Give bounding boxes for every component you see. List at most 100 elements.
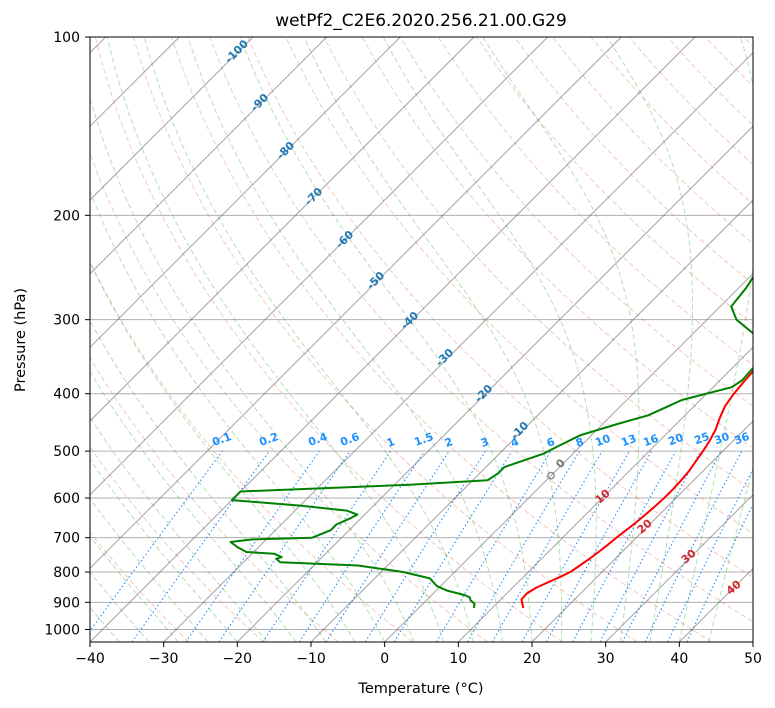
x-tick-label: 40 (670, 651, 688, 667)
y-tick-label: 500 (53, 444, 80, 460)
dry-adiabat-line (247, 37, 753, 578)
isotherm-line (90, 37, 622, 570)
moist-adiabat-line (382, 37, 597, 642)
isotherm-line (384, 272, 753, 642)
mixing-ratio-label: 36 (732, 430, 751, 448)
moist-adiabat-line (239, 37, 533, 642)
x-tick-label: −40 (75, 651, 105, 667)
y-axis-ticks: 100 200 300 400 500 600 700 800 900 1000 (44, 30, 90, 638)
y-tick-label: 300 (53, 313, 80, 329)
dry-adiabat-line (323, 37, 753, 491)
x-tick-label: −10 (296, 651, 326, 667)
zero-isotherm-marker (547, 471, 555, 480)
dry-adiabat-line (132, 37, 638, 642)
y-tick-label: 800 (53, 565, 80, 581)
moist-adiabat-line (482, 37, 640, 642)
moist-adiabat-line (606, 37, 693, 642)
y-tick-label: 1000 (44, 622, 80, 638)
mixing-ratio-label: 6 (545, 435, 557, 450)
mixing-ratio-label: 0.4 (306, 430, 329, 449)
y-axis-title: Pressure (hPa) (13, 288, 29, 392)
moist-adiabat-line (90, 458, 238, 642)
dry-adiabat-line (361, 37, 753, 449)
mixing-ratio-line (644, 450, 743, 642)
x-tick-label: 0 (380, 651, 389, 667)
isotherm-line (457, 346, 753, 642)
mixing-ratio-label: 2 (443, 435, 455, 450)
y-tick-label: 400 (53, 387, 80, 403)
plot-frame (89, 36, 754, 643)
moist-adiabat-line (90, 319, 327, 642)
mixing-ratio-label: 13 (619, 432, 638, 449)
moist-adiabat-line (143, 37, 474, 642)
y-tick-label: 600 (53, 491, 80, 507)
moist-adiabat-line (303, 37, 563, 642)
isotherm-line (90, 37, 401, 349)
mixing-ratio-label: 0.1 (210, 430, 233, 449)
mixing-ratio-line (393, 450, 513, 642)
mixing-ratio-line (572, 450, 677, 642)
x-tick-label: 50 (744, 651, 762, 667)
moist-adiabat-line (90, 571, 150, 642)
moist-adiabat-line (90, 535, 179, 642)
mixing-ratio-line (131, 450, 270, 642)
sounding-series (229, 275, 753, 609)
isotherm-line (90, 37, 696, 642)
x-axis-title: Temperature (°C) (357, 681, 483, 697)
chart-title: wetPf2_C2E6.2020.256.21.00.G29 (275, 11, 567, 31)
moist-adiabat-line (90, 370, 297, 642)
dry-adiabat-line (209, 37, 753, 623)
mixing-ratio-line (218, 450, 351, 642)
mixing-ratio-label: 0.6 (338, 430, 361, 449)
isotherm-line (163, 51, 753, 642)
moist-adiabat-line (90, 260, 356, 642)
moist-adiabat-line (90, 416, 268, 642)
dry-adiabat-line (94, 37, 563, 642)
mixing-ratio-label: 1 (385, 435, 397, 450)
mixing-ratio-label: 30 (712, 430, 731, 448)
y-tick-label: 100 (53, 30, 80, 46)
y-tick-label: 900 (53, 595, 80, 611)
moist-adiabat-line (187, 37, 503, 642)
x-tick-label: 30 (597, 651, 615, 667)
moist-adiabat-line (106, 37, 445, 642)
x-tick-label: 10 (449, 651, 467, 667)
dry-adiabat-line (90, 356, 339, 642)
reference-line-labels: -100-90-80-70-60-50-40-30-20-1000.1 0.2 0.… (210, 37, 751, 597)
dry-adiabat-line (90, 531, 190, 642)
isotherm-line (90, 37, 254, 201)
mixing-ratio-label: 1.5 (412, 430, 435, 449)
mixing-ratio-label: 10 (593, 432, 612, 450)
isotherm-line (310, 199, 753, 642)
x-tick-label: −20 (223, 651, 253, 667)
isotherm-line (605, 493, 753, 642)
mixing-ratio-label: 4 (509, 435, 521, 450)
x-tick-label: −30 (149, 651, 179, 667)
isotherm-line (90, 37, 549, 496)
mixing-ratio-line (298, 450, 425, 642)
mixing-ratio-lines (90, 450, 753, 642)
pressure-gridlines (90, 37, 753, 630)
y-tick-label: 700 (53, 531, 80, 547)
dewpoint-profile (229, 275, 753, 609)
isotherm-line (90, 37, 328, 275)
mixing-ratio-line (667, 467, 753, 642)
isotherm-line (90, 37, 475, 422)
moist-adiabat-line (708, 465, 753, 642)
x-axis-ticks: −40 −30 −20 −10 0 10 20 30 40 50 (75, 642, 762, 667)
isotherm-line (531, 420, 753, 642)
isotherms (90, 37, 753, 642)
y-tick-label: 200 (53, 208, 80, 224)
mixing-ratio-label: 0.2 (257, 430, 280, 449)
mixing-ratio-label: 3 (479, 435, 491, 450)
moist-adiabat-line (90, 497, 209, 642)
mixing-ratio-label: 8 (574, 435, 586, 450)
dry-adiabats (90, 37, 753, 642)
mixing-ratio-label: 25 (692, 430, 711, 447)
mixing-ratio-line (545, 450, 653, 642)
dry-adiabat-line (285, 37, 753, 535)
mixing-ratio-label: 16 (641, 432, 660, 450)
mixing-ratio-line (90, 450, 223, 632)
